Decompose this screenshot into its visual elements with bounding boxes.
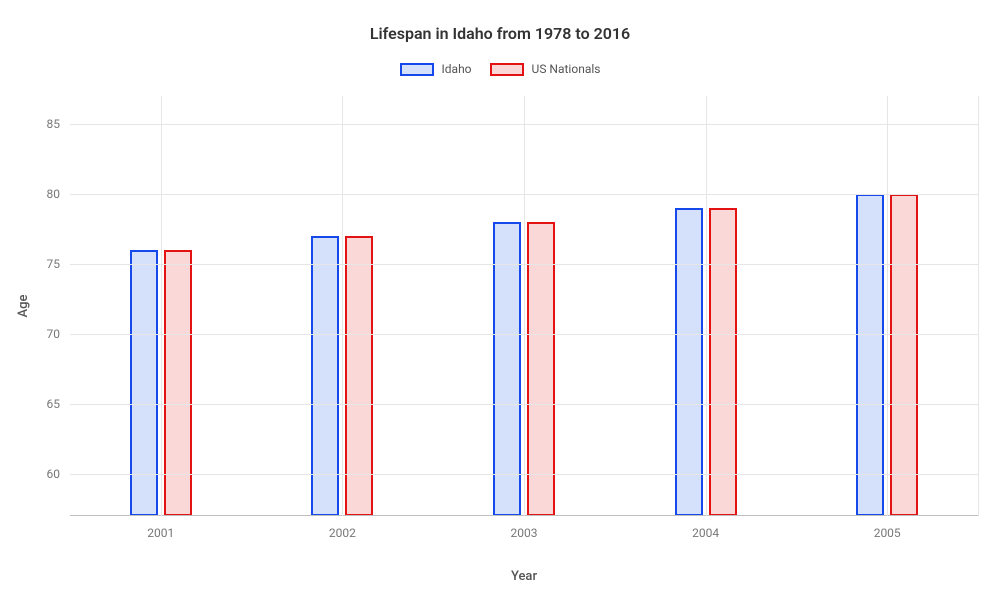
x-tick-label: 2005 xyxy=(874,516,901,540)
bar xyxy=(890,194,918,516)
chart-title: Lifespan in Idaho from 1978 to 2016 xyxy=(0,24,1000,43)
legend-label-1: US Nationals xyxy=(532,62,601,76)
legend-swatch-0 xyxy=(400,63,434,76)
y-tick-label: 65 xyxy=(47,397,71,411)
gridline-v xyxy=(887,96,888,516)
y-tick-label: 85 xyxy=(47,117,71,131)
bar xyxy=(856,194,884,516)
bar xyxy=(709,208,737,516)
x-tick-label: 2004 xyxy=(692,516,719,540)
x-tick-label: 2003 xyxy=(511,516,538,540)
x-tick-label: 2001 xyxy=(147,516,174,540)
gridline-v xyxy=(706,96,707,516)
bar xyxy=(130,250,158,516)
gridline-v xyxy=(342,96,343,516)
bar xyxy=(164,250,192,516)
gridline-v xyxy=(161,96,162,516)
bar xyxy=(493,222,521,516)
bar xyxy=(527,222,555,516)
chart-container: Lifespan in Idaho from 1978 to 2016 Idah… xyxy=(0,0,1000,600)
legend-swatch-1 xyxy=(490,63,524,76)
x-tick-label: 2002 xyxy=(329,516,356,540)
y-tick-label: 70 xyxy=(47,327,71,341)
bar xyxy=(675,208,703,516)
legend-item-1: US Nationals xyxy=(490,62,601,76)
gridline-v xyxy=(978,96,979,516)
gridline-v xyxy=(524,96,525,516)
y-tick-label: 60 xyxy=(47,467,71,481)
plot-area: 60657075808520012002200320042005 xyxy=(70,96,978,516)
legend-label-0: Idaho xyxy=(442,62,472,76)
y-tick-label: 75 xyxy=(47,257,71,271)
y-axis-label: Age xyxy=(16,295,31,318)
x-axis-label: Year xyxy=(511,569,537,584)
legend-item-0: Idaho xyxy=(400,62,472,76)
legend: Idaho US Nationals xyxy=(0,62,1000,76)
y-tick-label: 80 xyxy=(47,187,71,201)
